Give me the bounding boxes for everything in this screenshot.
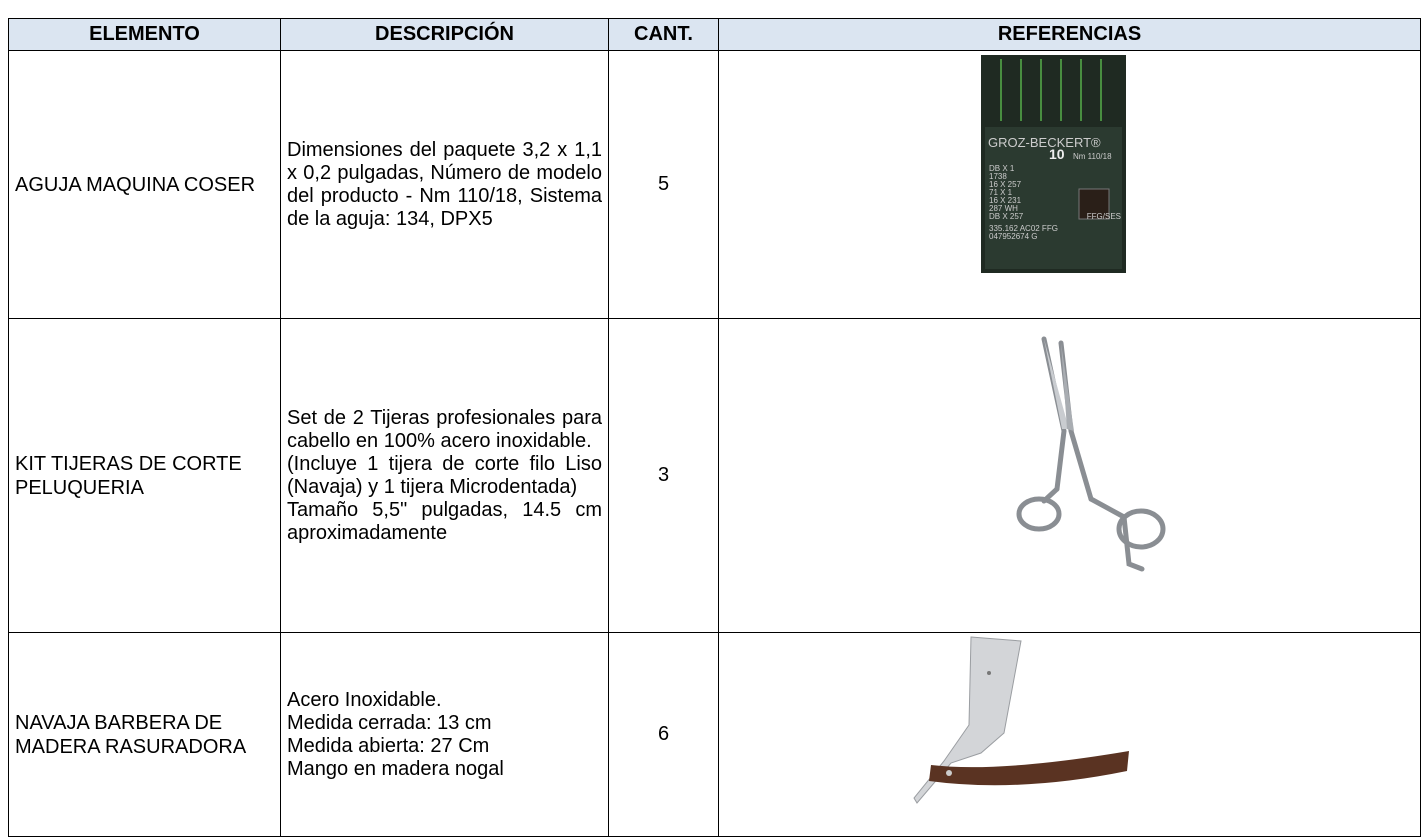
element-cell: NAVAJA BARBERA DE MADERA RASURADORA <box>8 632 281 837</box>
description: Tamaño 5,5" pulgadas, 14.5 cm aproximada… <box>287 498 602 544</box>
pack-label: 16 X 231 <box>989 196 1022 205</box>
row: NAVAJA BARBERA DE MADERA RASURADORA Acer… <box>8 632 1421 837</box>
header-cell: CANT. <box>608 18 719 51</box>
pack-label: DB X 1 <box>989 164 1015 173</box>
reference-cell <box>718 318 1421 633</box>
pack-label: Nm 110/18 <box>1073 152 1112 161</box>
description-cell: Dimensiones del paquete 3,2 x 1,1 x 0,2 … <box>280 50 609 319</box>
scissors-image <box>1016 336 1166 572</box>
header-row: ELEMENTO DESCRIPCIÓN CANT. REFERENCIAS <box>8 18 1421 51</box>
quantity-cell: 5 <box>608 50 719 319</box>
reference-cell <box>718 632 1421 837</box>
description-cell: Set de 2 Tijeras profesionales para cabe… <box>280 318 609 633</box>
quantity-cell: 3 <box>608 318 719 633</box>
header-cell: ELEMENTO <box>8 18 281 51</box>
description: (Incluye 1 tijera de corte filo Liso (Na… <box>287 452 602 498</box>
row: KIT TIJERAS DE CORTE PELUQUERIA Set de 2… <box>8 318 1421 633</box>
description: Dimensiones del paquete 3,2 x 1,1 x 0,2 … <box>287 138 602 230</box>
row: AGUJA MAQUINA COSER Dimensiones del paqu… <box>8 50 1421 319</box>
element-cell: KIT TIJERAS DE CORTE PELUQUERIA <box>8 318 281 633</box>
pack-label: 10 <box>1049 146 1065 162</box>
pack-label: DB X 257 <box>989 212 1024 221</box>
reference-cell: GROZ-BECKERT® 10 Nm 110/18 DB X 1 1738 16 X 2… <box>718 50 1421 319</box>
description: Acero Inoxidable. <box>287 688 442 711</box>
description: Mango en madera nogal <box>287 757 504 780</box>
pack-label: 71 X 1 <box>989 188 1013 197</box>
description: Medida cerrada: 13 cm <box>287 711 492 734</box>
description: Set de 2 Tijeras profesionales para cabe… <box>287 406 602 452</box>
pack-label: 1738 <box>989 172 1007 181</box>
pack-label: 047952674 G <box>989 232 1038 241</box>
items-table: ELEMENTO DESCRIPCIÓN CANT. REFERENCIAS A… <box>8 18 1421 837</box>
pack-label: 16 X 257 <box>989 180 1022 189</box>
pack-label: GROZ-BECKERT® <box>988 135 1101 150</box>
header-cell: DESCRIPCIÓN <box>280 18 609 51</box>
pack-label: FFG/SES <box>1087 212 1121 221</box>
header-cell: REFERENCIAS <box>718 18 1421 51</box>
razor-image <box>913 636 1129 804</box>
pack-label: 287 WH <box>989 204 1018 213</box>
description: Medida abierta: 27 Cm <box>287 734 490 757</box>
quantity-cell: 6 <box>608 632 719 837</box>
element-cell: AGUJA MAQUINA COSER <box>8 50 281 319</box>
description-cell: Acero Inoxidable. Medida cerrada: 13 cm … <box>280 632 609 837</box>
pack-label: 335.162 AC02 FFG <box>989 224 1058 233</box>
